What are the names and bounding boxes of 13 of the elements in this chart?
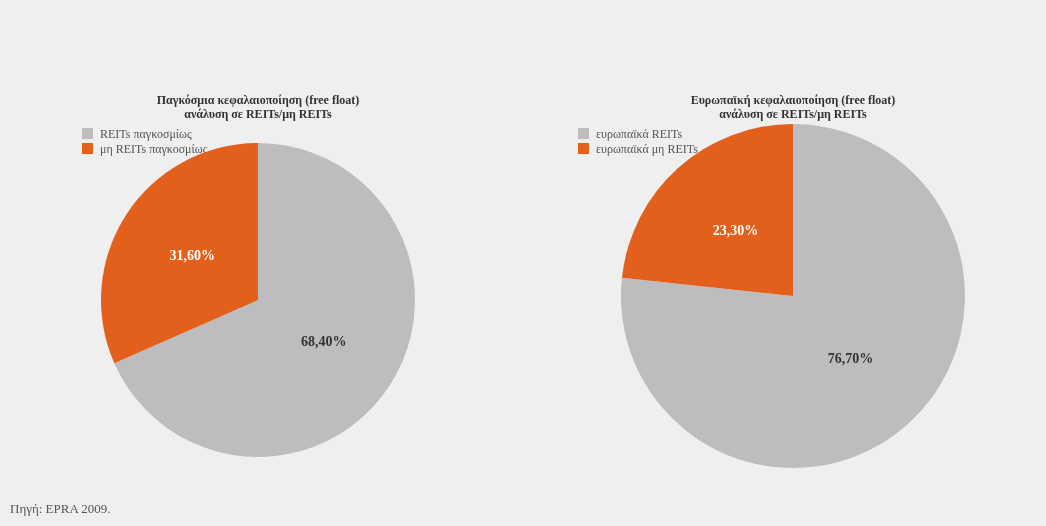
chart-title: Ευρωπαϊκή κεφαλαιοποίηση (free float) ανάλυση σε REITs/μη REITs — [690, 93, 896, 121]
legend-label: μη REITs παγκοσμίως — [100, 142, 208, 156]
pie-slice — [101, 143, 258, 364]
text: Πηγή: EPRA 2009. — [10, 501, 111, 516]
data-label: 23,30% — [712, 223, 759, 239]
legend-label: ευρωπαϊκά REITs — [596, 127, 683, 141]
pie-slice — [114, 143, 415, 457]
legend-label: ευρωπαϊκά μη REITs — [596, 142, 699, 156]
data-label: 68,40% — [301, 334, 347, 350]
data-label: 76,70% — [827, 351, 874, 367]
legend-label: REITs παγκοσμίως — [100, 127, 192, 141]
data-label: 31,60% — [169, 248, 215, 264]
chart-title: Παγκόσμια κεφαλαιοποίηση (free float) ανάλυση σε REITs/μη REITs — [156, 93, 360, 121]
